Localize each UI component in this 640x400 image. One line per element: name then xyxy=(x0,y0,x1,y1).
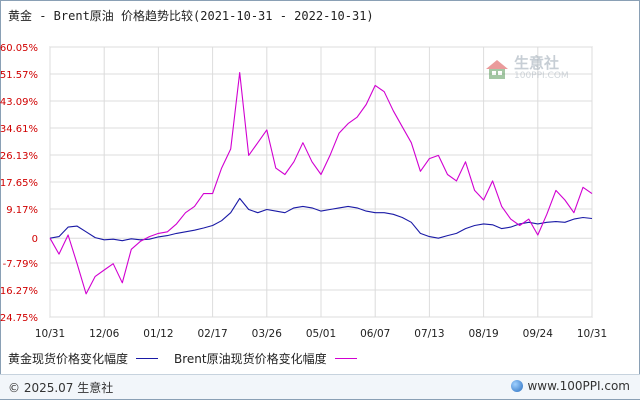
price-trend-chart: 60.05% 51.57% 43.09% 34.61% 26.13% 17.65% 9.17… xyxy=(0,43,607,340)
legend-line-brent xyxy=(334,358,357,359)
chart-title: 黄金 - Brent原油 价格趋势比较(2021-10-31 - 2022-10… xyxy=(8,9,374,23)
watermark-name: 生意社 xyxy=(514,54,560,72)
x-tick-label: 07/13 xyxy=(414,328,444,340)
x-tick-label: 06/07 xyxy=(360,328,390,340)
x-tick-label: 01/12 xyxy=(143,328,173,340)
y-tick-label: -16.27% xyxy=(0,286,38,297)
y-tick-label: -24.75% xyxy=(0,313,38,324)
x-tick-label: 05/01 xyxy=(306,328,336,340)
globe-icon xyxy=(511,380,524,392)
watermark-logo: 生意社 100PPI.COM xyxy=(484,56,569,81)
watermark-url: 100PPI.COM xyxy=(514,71,569,81)
x-tick-label: 10/31 xyxy=(35,328,65,340)
footer-site-link[interactable]: www.100PPI.com xyxy=(511,379,630,393)
y-tick-label: 17.65% xyxy=(0,178,38,189)
x-tick-label: 10/31 xyxy=(577,328,607,340)
footer-copyright: © 2025.07 生意社 xyxy=(8,381,114,395)
y-tick-label: -7.79% xyxy=(3,259,38,270)
y-tick-label: 26.13% xyxy=(0,151,38,162)
footer-site-text: www.100PPI.com xyxy=(527,379,630,393)
gold-price-line xyxy=(49,197,593,242)
y-tick-label: 60.05% xyxy=(0,43,38,54)
footer-bar: © 2025.07 生意社 www.100PPI.com xyxy=(0,374,640,399)
y-tick-label: 9.17% xyxy=(6,205,38,216)
x-tick-label: 12/06 xyxy=(89,328,120,340)
x-tick-label: 09/24 xyxy=(523,328,554,340)
x-tick-label: 03/26 xyxy=(252,328,283,340)
x-tick-label: 02/17 xyxy=(197,328,227,340)
house-logo-icon xyxy=(486,59,508,79)
legend-label-gold: 黄金现货价格变化幅度 xyxy=(8,352,129,366)
y-tick-label: 51.57% xyxy=(0,70,38,81)
x-tick-label: 08/19 xyxy=(468,328,498,340)
brent-price-line xyxy=(49,72,593,295)
legend-line-gold xyxy=(136,358,159,359)
y-tick-label: 34.61% xyxy=(0,124,38,135)
legend-label-brent: Brent原油现货价格变化幅度 xyxy=(174,352,327,366)
y-tick-label: 0 xyxy=(32,234,38,245)
chart-legend: 黄金现货价格变化幅度 Brent原油现货价格变化幅度 xyxy=(8,350,373,367)
y-tick-label: 43.09% xyxy=(0,97,38,108)
